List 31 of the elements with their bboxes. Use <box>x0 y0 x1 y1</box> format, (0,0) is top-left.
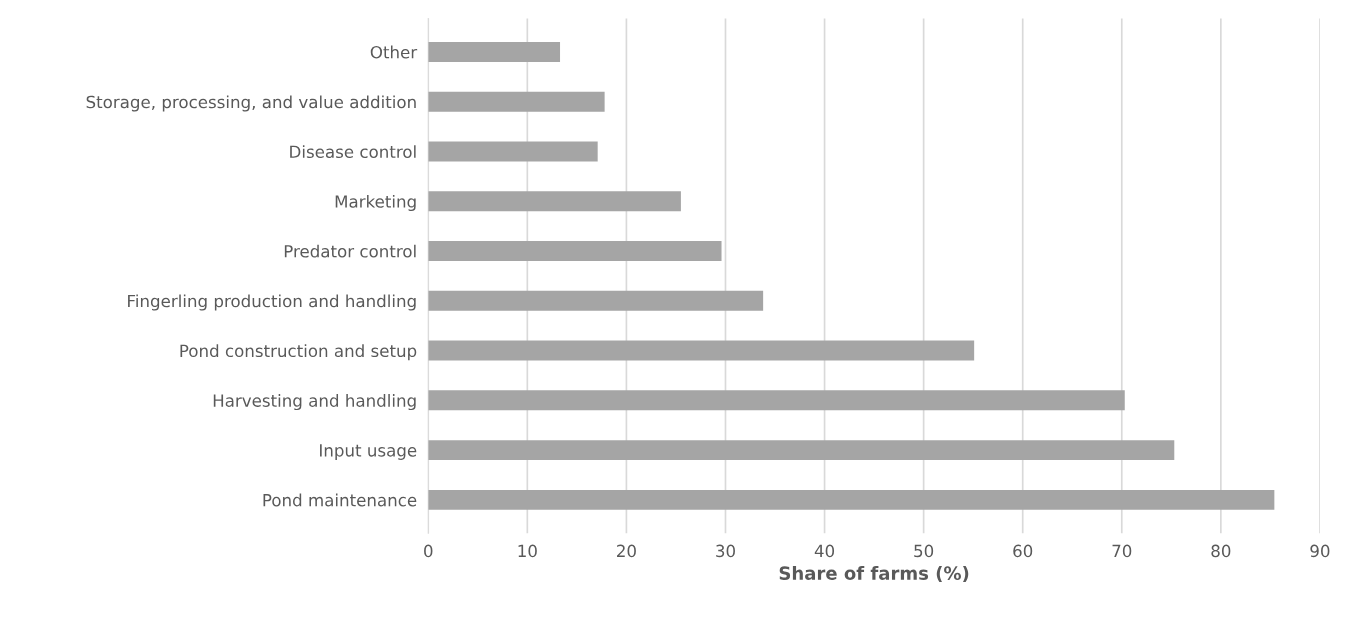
bar <box>428 340 975 361</box>
bar <box>428 191 681 212</box>
bar <box>428 241 722 261</box>
x-tick-label: 40 <box>814 544 835 558</box>
y-tick-label: Pond construction and setup <box>180 344 417 361</box>
y-tick-label: Input usage <box>320 444 417 460</box>
x-tick-label: 60 <box>1013 544 1033 558</box>
bar <box>428 141 598 162</box>
y-tick-label: Disease control <box>290 145 416 159</box>
x-tick-label: 90 <box>1310 544 1330 558</box>
x-tick-label: 50 <box>914 544 934 558</box>
x-axis-title: Share of farms (%) <box>779 566 969 583</box>
y-tick-label: Pond maintenance <box>263 493 417 507</box>
y-tick-label: Predator control <box>284 244 416 258</box>
y-tick-label: Other <box>370 45 418 59</box>
y-tick-label: Storage, processing, and value addition <box>86 95 416 112</box>
y-tick-label: Fingerling production and handling <box>128 294 416 311</box>
x-tick-label: 80 <box>1211 544 1231 558</box>
bar <box>428 41 561 62</box>
x-tick-label: 30 <box>716 544 735 558</box>
bar <box>428 91 605 112</box>
y-tick-label: Harvesting and handling <box>213 393 416 411</box>
bar <box>428 390 1125 411</box>
bar <box>428 290 764 311</box>
x-tick-label: 10 <box>518 544 537 558</box>
bar <box>428 489 1275 510</box>
x-tick-label: 70 <box>1112 544 1132 558</box>
x-tick-label: 0 <box>424 544 433 558</box>
bar <box>428 440 1175 461</box>
y-tick-label: Marketing <box>335 194 416 212</box>
x-tick-label: 20 <box>617 544 636 558</box>
